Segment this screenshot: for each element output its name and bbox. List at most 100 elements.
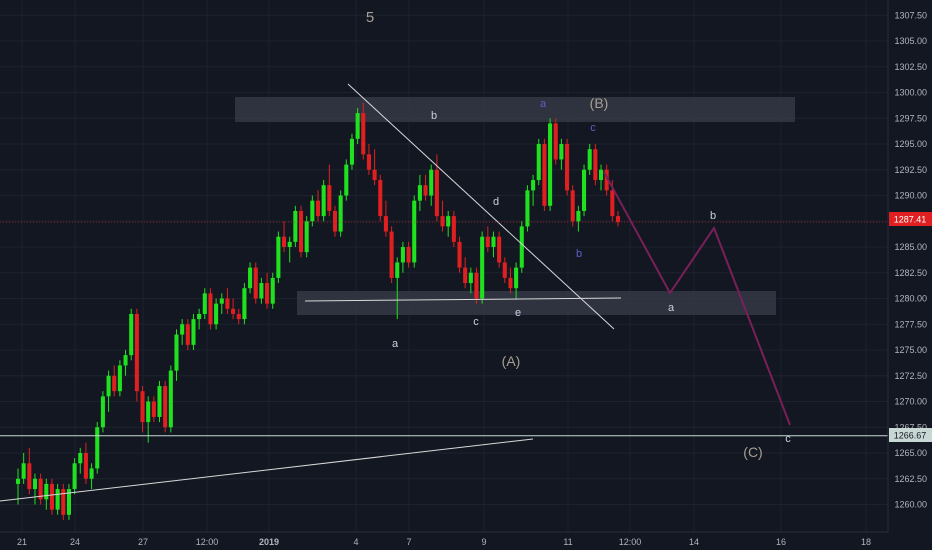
candle[interactable]: [559, 138, 564, 170]
candle[interactable]: [174, 329, 179, 381]
candle[interactable]: [151, 396, 156, 423]
candle[interactable]: [242, 283, 247, 325]
candle[interactable]: [304, 216, 309, 258]
candle[interactable]: [412, 195, 417, 268]
candle[interactable]: [236, 308, 241, 325]
candle[interactable]: [598, 164, 604, 191]
candle[interactable]: [123, 350, 128, 376]
candle[interactable]: [146, 396, 151, 443]
candle[interactable]: [548, 118, 553, 211]
candle[interactable]: [214, 298, 219, 330]
candle[interactable]: [129, 308, 134, 361]
candle[interactable]: [106, 370, 111, 412]
candle[interactable]: [508, 267, 513, 294]
candle[interactable]: [468, 267, 473, 294]
candle[interactable]: [163, 380, 168, 433]
candle[interactable]: [140, 386, 145, 433]
candle[interactable]: [565, 138, 570, 196]
candle[interactable]: [321, 180, 326, 222]
candle[interactable]: [83, 442, 88, 484]
candle[interactable]: [270, 272, 275, 309]
candle[interactable]: [451, 210, 456, 247]
candle[interactable]: [480, 231, 485, 304]
candle[interactable]: [310, 195, 315, 227]
candle[interactable]: [383, 200, 388, 237]
candle[interactable]: [134, 308, 139, 402]
candle[interactable]: [491, 231, 496, 258]
candle[interactable]: [593, 144, 598, 186]
candle[interactable]: [349, 133, 354, 170]
candle[interactable]: [49, 478, 54, 515]
candle[interactable]: [202, 288, 207, 320]
candle[interactable]: [576, 205, 581, 232]
candle[interactable]: [44, 478, 49, 510]
candle[interactable]: [293, 205, 298, 247]
candle[interactable]: [372, 149, 377, 186]
candle[interactable]: [191, 313, 196, 350]
candle[interactable]: [38, 473, 43, 505]
candle[interactable]: [378, 174, 383, 222]
candle[interactable]: [259, 277, 264, 304]
candle[interactable]: [389, 226, 394, 284]
candle[interactable]: [332, 205, 338, 237]
candle[interactable]: [502, 257, 507, 284]
candle[interactable]: [248, 262, 253, 294]
candle[interactable]: [446, 210, 451, 237]
candle[interactable]: [587, 144, 592, 175]
candle[interactable]: [604, 164, 609, 196]
candle[interactable]: [95, 422, 100, 474]
candle[interactable]: [536, 138, 541, 186]
candle[interactable]: [282, 221, 287, 253]
candle[interactable]: [117, 360, 122, 397]
candle[interactable]: [429, 164, 434, 206]
candle[interactable]: [457, 236, 462, 273]
candle[interactable]: [276, 231, 281, 284]
candle[interactable]: [463, 257, 468, 289]
candle[interactable]: [531, 174, 536, 206]
candle[interactable]: [366, 144, 371, 175]
candle[interactable]: [208, 288, 213, 330]
candle[interactable]: [180, 319, 185, 345]
candle[interactable]: [287, 236, 292, 263]
candle[interactable]: [615, 210, 621, 227]
candle[interactable]: [406, 241, 411, 268]
candle[interactable]: [265, 272, 270, 309]
candle[interactable]: [112, 365, 117, 397]
candle[interactable]: [423, 174, 428, 201]
candle[interactable]: [78, 447, 83, 474]
candle[interactable]: [185, 319, 190, 350]
candle[interactable]: [519, 221, 524, 273]
candle[interactable]: [440, 200, 445, 232]
candle[interactable]: [231, 298, 236, 320]
candle[interactable]: [542, 138, 547, 211]
time-axis[interactable]: 21 24 27 12:00 2019 4 7 9 11 12:00 14 16 18: [0, 531, 888, 547]
candle[interactable]: [89, 463, 94, 490]
candle[interactable]: [219, 293, 224, 314]
candle[interactable]: [66, 483, 71, 520]
candle[interactable]: [225, 288, 230, 314]
candle[interactable]: [298, 205, 304, 258]
candle[interactable]: [553, 118, 558, 165]
candle[interactable]: [157, 380, 162, 423]
candle[interactable]: [55, 483, 60, 515]
candle[interactable]: [400, 241, 405, 273]
candle[interactable]: [61, 483, 66, 520]
candle[interactable]: [315, 190, 321, 222]
candle[interactable]: [582, 164, 587, 217]
candle[interactable]: [344, 159, 349, 201]
candle[interactable]: [32, 473, 38, 505]
candle[interactable]: [338, 190, 343, 237]
candle[interactable]: [21, 453, 26, 484]
candle[interactable]: [514, 262, 519, 299]
candle[interactable]: [485, 226, 490, 253]
candle[interactable]: [395, 257, 400, 320]
candle[interactable]: [497, 231, 502, 268]
candle[interactable]: [417, 174, 422, 211]
candle[interactable]: [361, 102, 366, 160]
candle[interactable]: [72, 458, 77, 495]
candle[interactable]: [100, 391, 105, 433]
candle[interactable]: [355, 107, 360, 144]
candle[interactable]: [525, 185, 530, 232]
candle[interactable]: [27, 447, 32, 495]
